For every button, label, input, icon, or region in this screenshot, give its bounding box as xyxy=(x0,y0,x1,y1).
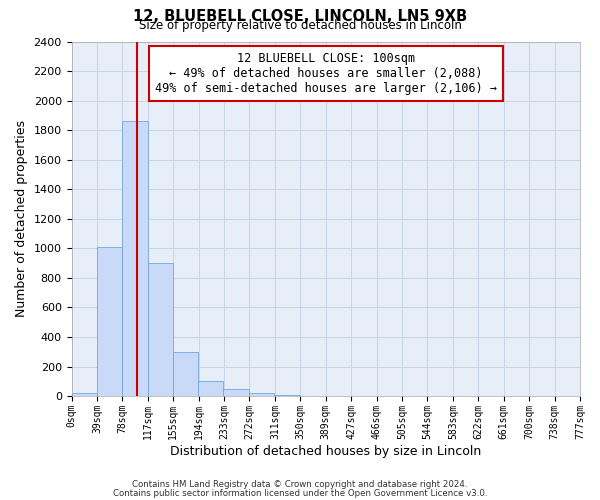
X-axis label: Distribution of detached houses by size in Lincoln: Distribution of detached houses by size … xyxy=(170,444,481,458)
Y-axis label: Number of detached properties: Number of detached properties xyxy=(15,120,28,318)
Bar xyxy=(71,393,97,396)
Bar xyxy=(97,247,122,396)
Text: Contains public sector information licensed under the Open Government Licence v3: Contains public sector information licen… xyxy=(113,488,487,498)
Bar xyxy=(198,382,223,396)
Bar xyxy=(173,352,198,396)
Bar xyxy=(249,393,274,396)
Bar xyxy=(274,394,299,396)
Text: 12, BLUEBELL CLOSE, LINCOLN, LN5 9XB: 12, BLUEBELL CLOSE, LINCOLN, LN5 9XB xyxy=(133,9,467,24)
Bar xyxy=(122,122,148,396)
Text: Size of property relative to detached houses in Lincoln: Size of property relative to detached ho… xyxy=(139,19,461,32)
Text: Contains HM Land Registry data © Crown copyright and database right 2024.: Contains HM Land Registry data © Crown c… xyxy=(132,480,468,489)
Bar xyxy=(223,388,249,396)
Text: 12 BLUEBELL CLOSE: 100sqm
← 49% of detached houses are smaller (2,088)
49% of se: 12 BLUEBELL CLOSE: 100sqm ← 49% of detac… xyxy=(155,52,497,95)
Bar xyxy=(148,263,173,396)
